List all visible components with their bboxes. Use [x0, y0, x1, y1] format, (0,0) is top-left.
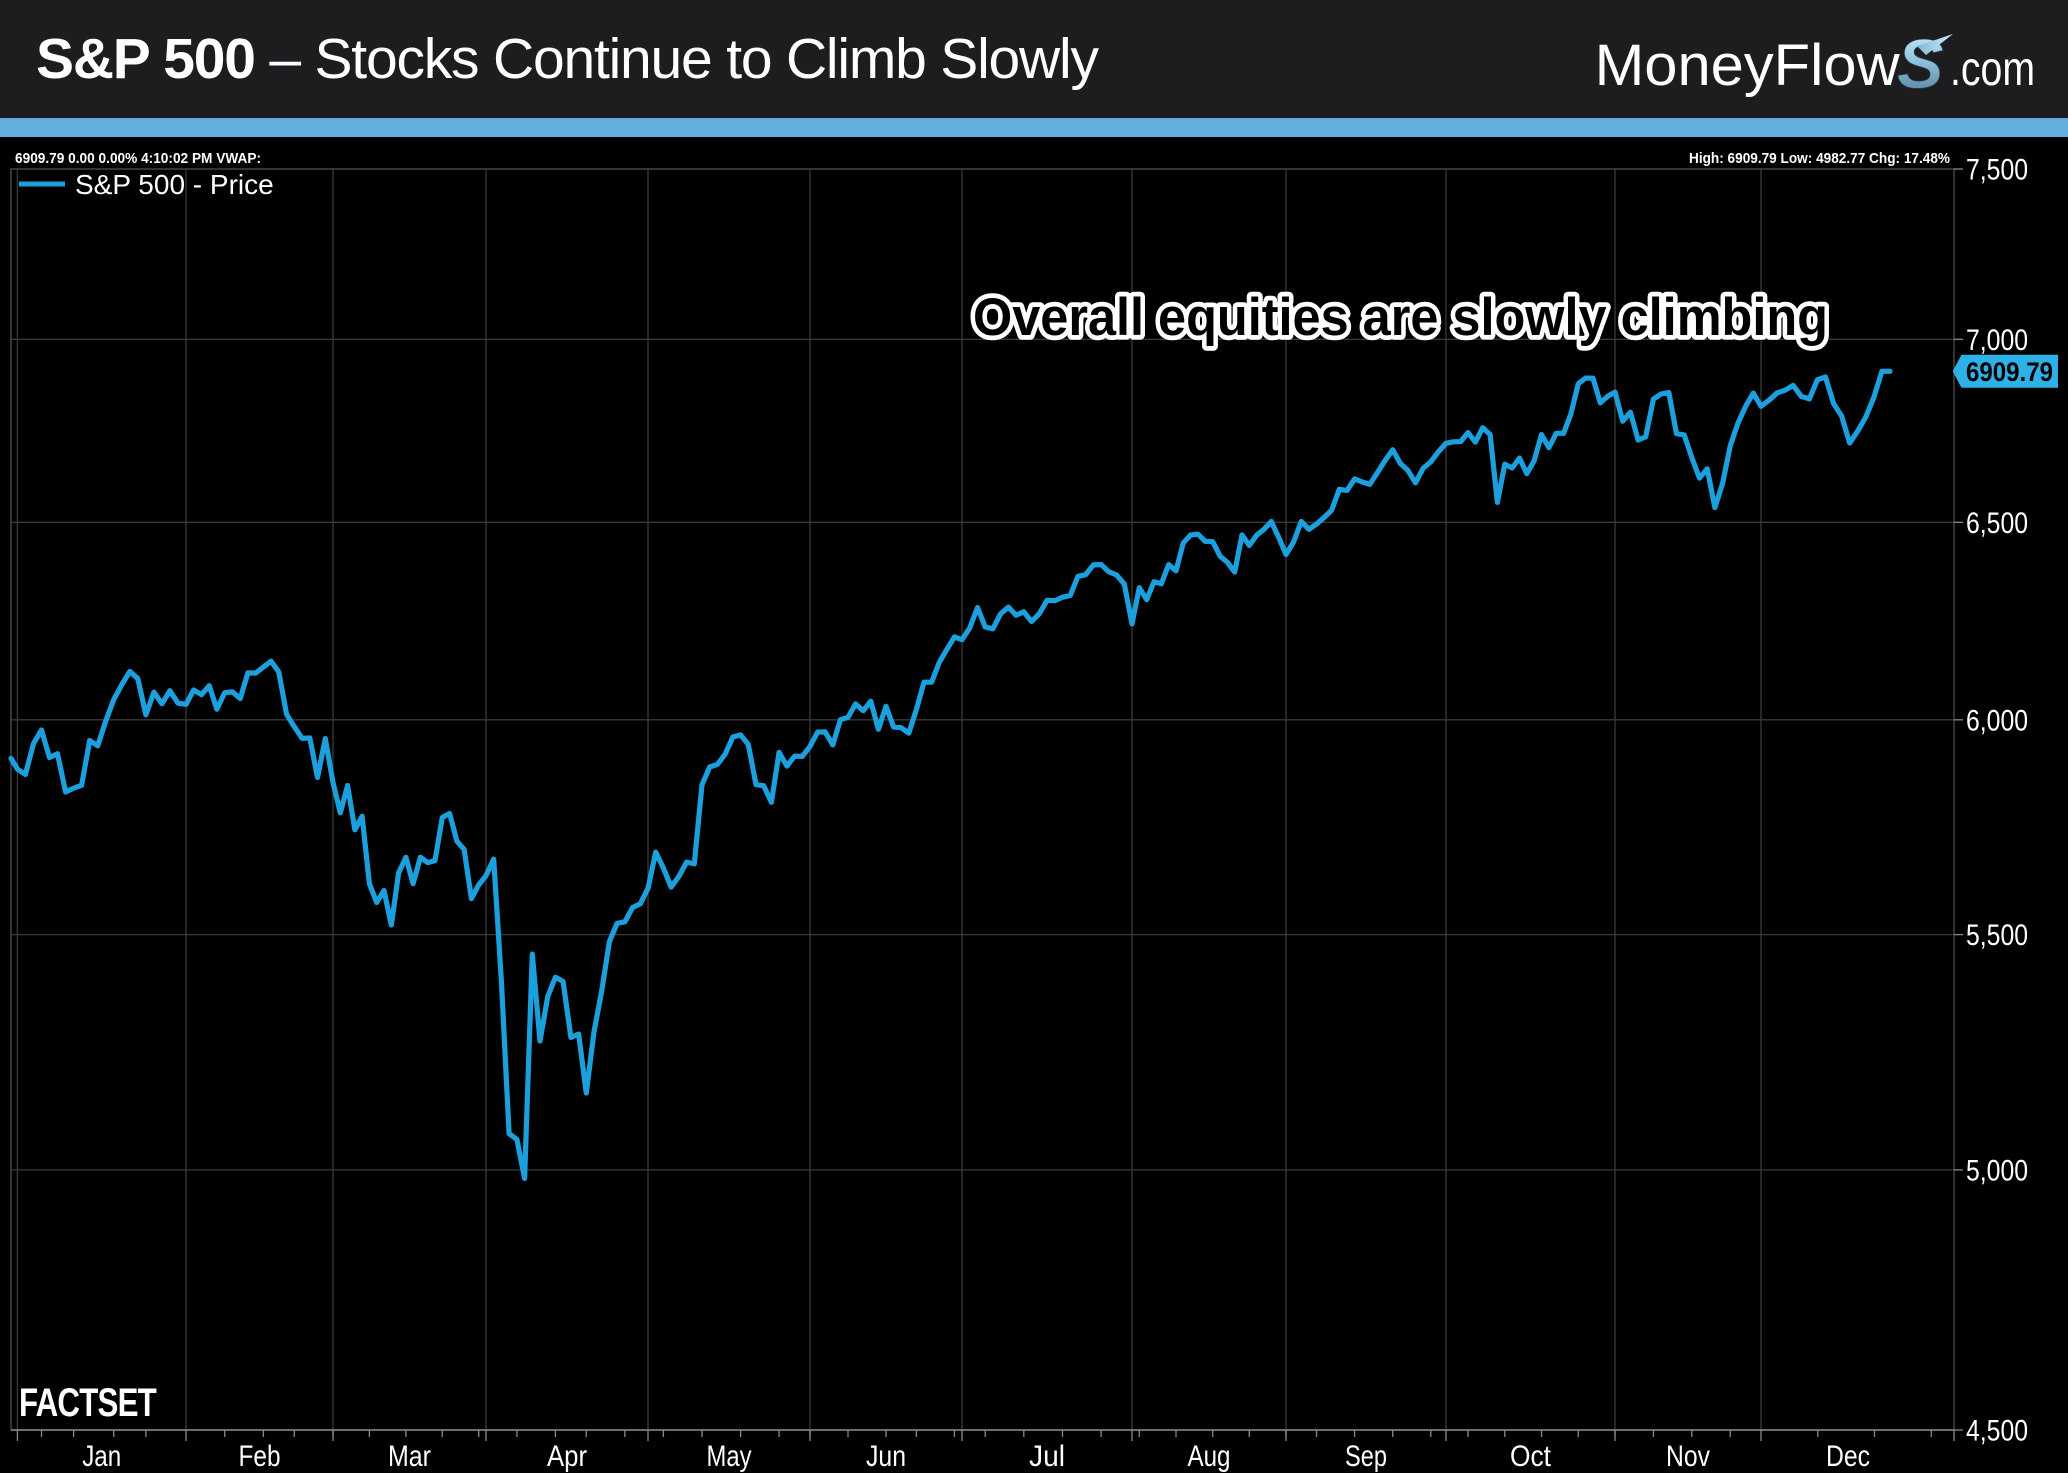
svg-text:7,000: 7,000	[1966, 324, 2028, 357]
svg-text:Nov: Nov	[1666, 1440, 1710, 1473]
svg-text:Dec: Dec	[1826, 1440, 1870, 1473]
svg-text:May: May	[707, 1440, 752, 1473]
svg-text:Overall equities are slowly cl: Overall equities are slowly climbing	[973, 288, 1828, 347]
svg-text:6909.79: 6909.79	[1966, 357, 2053, 387]
svg-text:Feb: Feb	[239, 1440, 281, 1473]
svg-text:S&P 500 - Price: S&P 500 - Price	[75, 169, 274, 200]
svg-text:6,500: 6,500	[1966, 507, 2028, 540]
svg-text:Oct: Oct	[1510, 1440, 1552, 1473]
svg-text:FACTSET: FACTSET	[19, 1381, 156, 1425]
svg-text:7,500: 7,500	[1966, 154, 2028, 187]
svg-text:Apr: Apr	[547, 1440, 587, 1473]
svg-text:Aug: Aug	[1188, 1440, 1231, 1473]
svg-text:5,500: 5,500	[1966, 919, 2028, 952]
svg-text:Jan: Jan	[82, 1440, 121, 1473]
svg-text:4,500: 4,500	[1966, 1415, 2028, 1448]
svg-text:5,000: 5,000	[1966, 1154, 2028, 1187]
svg-text:6909.79 0.00 0.00% 4:10:02 PM: 6909.79 0.00 0.00% 4:10:02 PM VWAP:	[15, 150, 261, 167]
svg-text:Jun: Jun	[866, 1440, 906, 1473]
svg-text:High: 6909.79 Low: 4982.77 Chg: High: 6909.79 Low: 4982.77 Chg: 17.48%	[1689, 150, 1950, 167]
svg-text:Overall equities are slowly cl: Overall equities are slowly climbing	[973, 288, 1828, 347]
svg-text:6,000: 6,000	[1966, 704, 2028, 737]
svg-text:MoneyFlow: MoneyFlow	[1595, 33, 1901, 98]
svg-text:Sep: Sep	[1345, 1440, 1387, 1473]
svg-text:Jul: Jul	[1029, 1440, 1065, 1473]
svg-text:S: S	[1897, 25, 1944, 103]
svg-text:.com: .com	[1950, 43, 2035, 96]
svg-text:Mar: Mar	[388, 1440, 431, 1473]
